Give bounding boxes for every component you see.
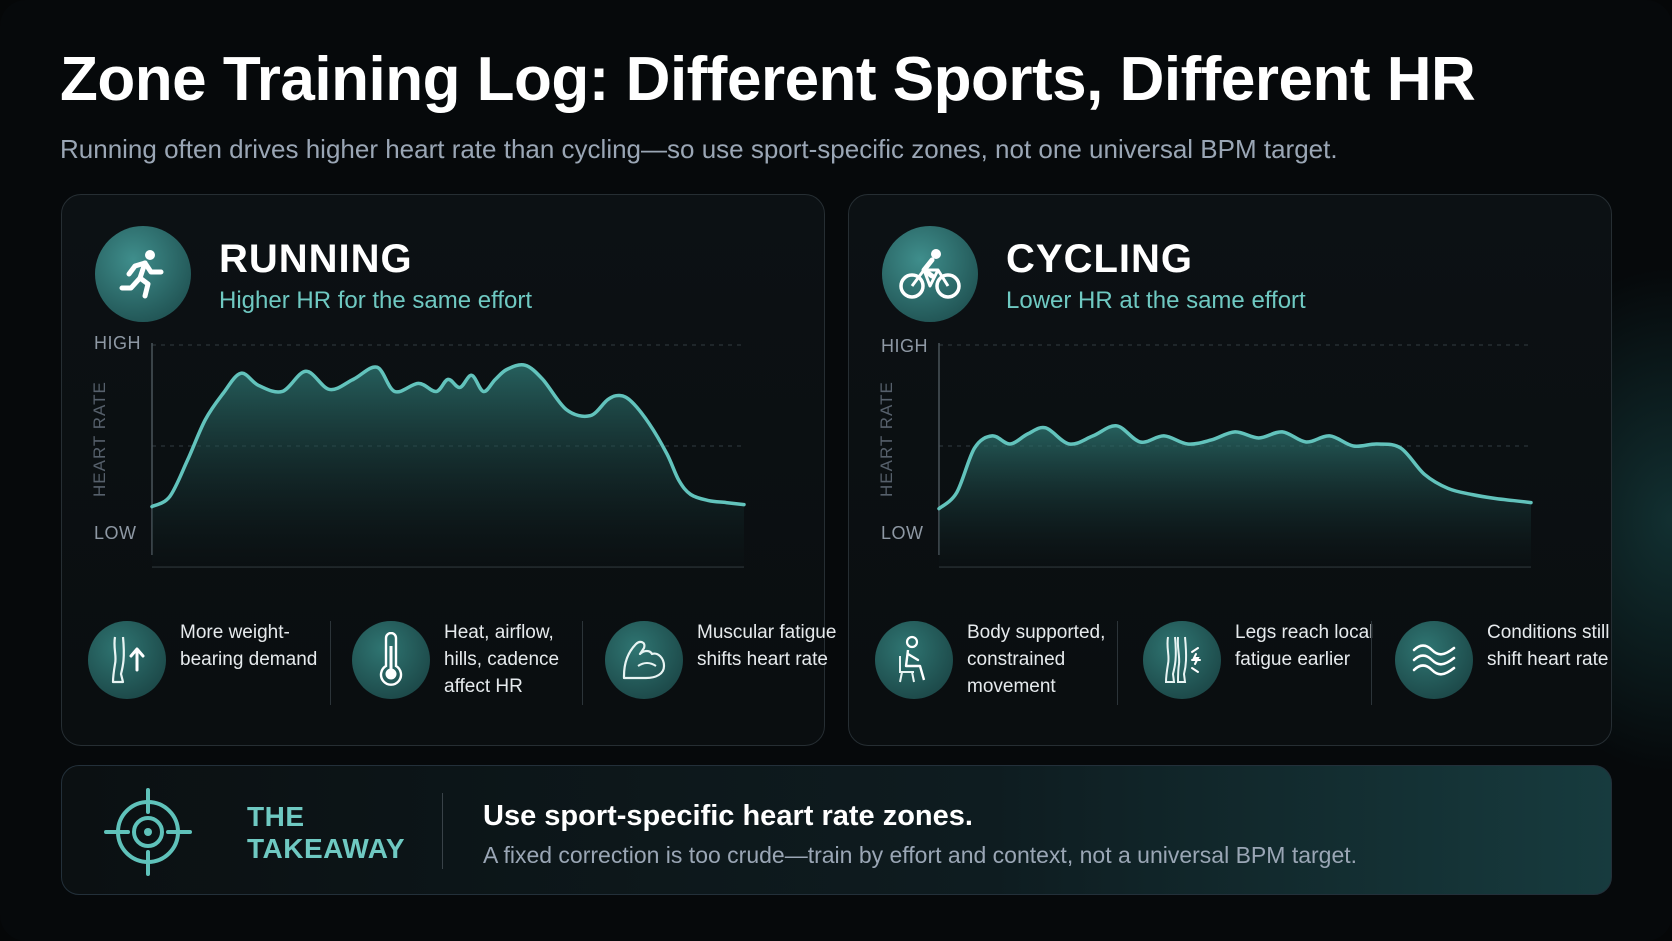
y-tick-low: LOW <box>94 523 137 543</box>
y-tick-high: HIGH <box>881 336 928 356</box>
cycling-factors: Body supported, constrained movement Leg… <box>849 611 1613 711</box>
takeaway-banner: THE TAKEAWAY Use sport-specific heart ra… <box>61 765 1612 895</box>
factor-text: More weight-bearing demand <box>180 622 318 670</box>
factor-divider <box>1117 621 1118 705</box>
takeaway-divider <box>442 793 443 869</box>
cycling-chart-plot <box>937 343 1533 568</box>
y-tick-low: LOW <box>881 523 924 543</box>
thermometer-icon <box>352 621 430 699</box>
y-tick-high: HIGH <box>94 333 141 353</box>
series-area <box>152 364 744 567</box>
sport-name: RUNNING <box>219 237 413 281</box>
factor-divider <box>330 621 331 705</box>
flexed-arm-icon <box>605 621 683 699</box>
leg-up-arrow-icon <box>88 621 166 699</box>
page-subtitle: Running often drives higher heart rate t… <box>60 134 1338 164</box>
takeaway-label: THE TAKEAWAY <box>247 801 407 865</box>
running-chart: HIGH LOW HEART RATE <box>62 333 826 635</box>
factor-text: Body supported, constrained movement <box>967 622 1106 697</box>
series-line <box>937 424 1533 511</box>
takeaway-label-text: THE TAKEAWAY <box>247 801 406 864</box>
sport-tagline: Lower HR at the same effort <box>1006 287 1306 314</box>
factor-divider <box>1371 621 1372 705</box>
factor-text: Muscular fatigue shifts heart rate <box>697 622 837 670</box>
page-title: Zone Training Log: Different Sports, Dif… <box>60 45 1476 114</box>
cycling-panel: CYCLING Lower HR at the same effort HIGH… <box>848 194 1612 746</box>
takeaway-headline: Use sport-specific heart rate zones. <box>483 800 973 832</box>
target-icon <box>104 788 192 876</box>
cyclist-icon <box>882 226 978 322</box>
takeaway-body: A fixed correction is too crude—train by… <box>483 842 1358 868</box>
factor-item: Muscular fatigue shifts heart rate <box>605 611 836 711</box>
series-line <box>150 363 746 509</box>
factor-item: More weight-bearing demand <box>88 611 328 711</box>
factor-item: Conditions still shift heart rate <box>1395 611 1613 711</box>
legs-fatigue-icon <box>1143 621 1221 699</box>
factor-item: Body supported, constrained movement <box>875 611 1115 711</box>
series-area <box>939 425 1531 567</box>
seated-person-icon <box>875 621 953 699</box>
running-person-icon <box>95 226 191 322</box>
factor-text: Heat, airflow, hills, cadence affect HR <box>444 622 560 697</box>
factor-divider <box>582 621 583 705</box>
running-factors: More weight-bearing demand Heat, airflow… <box>62 611 836 711</box>
wind-waves-icon <box>1395 621 1473 699</box>
running-chart-plot <box>150 343 746 568</box>
factor-text: Legs reach local fatigue earlier <box>1235 622 1374 670</box>
factor-text: Conditions still shift heart rate <box>1487 622 1610 670</box>
running-panel: RUNNING Higher HR for the same effort HI… <box>61 194 836 746</box>
factor-item: Heat, airflow, hills, cadence affect HR <box>352 611 582 711</box>
sport-tagline: Higher HR for the same effort <box>219 287 533 314</box>
cycling-chart: HIGH LOW HEART RATE <box>849 335 1613 635</box>
factor-item: Legs reach local fatigue earlier <box>1143 611 1373 711</box>
sport-name: CYCLING <box>1006 237 1193 281</box>
